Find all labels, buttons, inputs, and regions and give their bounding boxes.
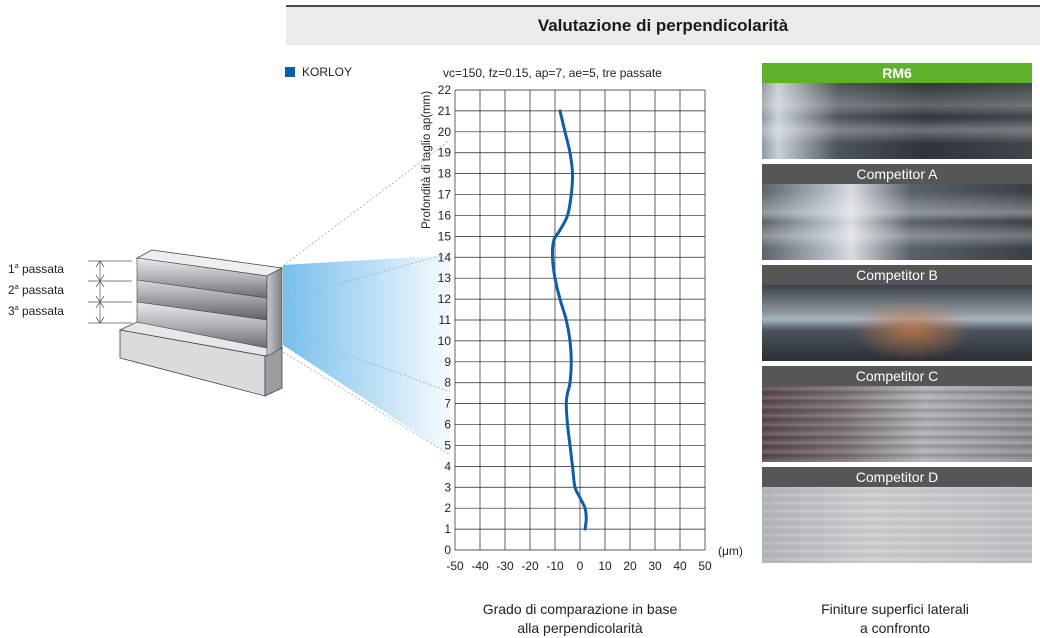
y-tick-label: 10 xyxy=(438,334,452,348)
x-tick-label: 0 xyxy=(577,559,584,573)
workpiece-illustration xyxy=(88,139,451,456)
y-tick-label: 6 xyxy=(444,418,451,432)
x-tick-label: -40 xyxy=(471,559,489,573)
photo-panel-competitor-c: Competitor C xyxy=(762,366,1032,462)
x-tick-label: -30 xyxy=(496,559,514,573)
pass-label-2: 2a passata xyxy=(8,283,64,297)
chart-subtitle: vc=150, fz=0.15, ap=7, ae=5, tre passate xyxy=(443,66,662,80)
y-tick-label: 18 xyxy=(438,167,452,181)
series-line-korloy xyxy=(550,109,588,531)
y-tick-label: 17 xyxy=(438,188,452,202)
panel-header: Competitor B xyxy=(762,265,1032,285)
x-tick-label: 40 xyxy=(673,559,687,573)
photo-panel-competitor-a: Competitor A xyxy=(762,164,1032,260)
y-tick-label: 4 xyxy=(444,459,451,473)
x-tick-label: 20 xyxy=(623,559,637,573)
y-tick-label: 7 xyxy=(444,397,451,411)
workpiece-side xyxy=(266,267,283,357)
panel-header: Competitor C xyxy=(762,366,1032,386)
legend-swatch xyxy=(285,67,295,77)
beam-edge-top xyxy=(279,139,451,269)
chart-legend: KORLOY xyxy=(285,65,352,79)
y-tick-label: 19 xyxy=(438,146,452,160)
y-tick-label: 9 xyxy=(444,355,451,369)
x-tick-label: 30 xyxy=(648,559,662,573)
y-tick-label: 5 xyxy=(444,438,451,452)
pass-label-3: 3a passata xyxy=(8,304,64,318)
x-tick-label: -20 xyxy=(521,559,539,573)
panel-header: Competitor A xyxy=(762,164,1032,184)
photo-panel-competitor-d: Competitor D xyxy=(762,467,1032,563)
photo-panel-rm6: RM6 xyxy=(762,63,1032,159)
photo-panel-competitor-b: Competitor B xyxy=(762,265,1032,361)
surface-photo xyxy=(762,83,1032,159)
surface-photo xyxy=(762,285,1032,361)
x-tick-label: -50 xyxy=(446,559,464,573)
chart-caption: Grado di comparazione in base alla perpe… xyxy=(482,601,678,636)
beam-edge-mid1 xyxy=(279,252,451,301)
y-tick-label: 20 xyxy=(438,125,452,139)
y-tick-label: 1 xyxy=(444,522,451,536)
y-tick-label: 13 xyxy=(438,271,452,285)
panel-header: RM6 xyxy=(762,63,1032,83)
x-tick-label: 10 xyxy=(598,559,612,573)
chart-x-unit: (μm) xyxy=(718,544,743,558)
y-tick-label: 22 xyxy=(438,83,452,97)
y-tick-label: 14 xyxy=(438,250,452,264)
y-tick-label: 11 xyxy=(439,313,452,327)
y-tick-label: 12 xyxy=(438,292,452,306)
surface-photo xyxy=(762,487,1032,563)
y-tick-label: 15 xyxy=(438,229,452,243)
y-tick-label: 8 xyxy=(444,376,451,390)
y-tick-label: 0 xyxy=(444,543,451,557)
beam-edge-bottom xyxy=(279,349,451,456)
photos-caption: Finiture superfici laterali a confronto xyxy=(821,601,969,636)
legend-label: KORLOY xyxy=(302,65,353,79)
x-tick-label: -10 xyxy=(546,559,564,573)
y-tick-label: 21 xyxy=(438,104,452,118)
surface-finish-panels: RM6 Competitor A Competitor B Competitor… xyxy=(762,63,1032,568)
light-beam xyxy=(283,255,450,455)
surface-photo xyxy=(762,386,1032,462)
pass-label-1: 1a passata xyxy=(8,262,64,276)
y-tick-label: 3 xyxy=(444,480,451,494)
y-tick-label: 16 xyxy=(438,208,452,222)
panel-header: Competitor D xyxy=(762,467,1032,487)
page-title: Valutazione di perpendicolarità xyxy=(286,5,1040,45)
y-tick-label: 2 xyxy=(444,501,451,515)
perpendicularity-chart: -50 -40 -30 -20 -10 0 10 20 30 40 5001234567891011… xyxy=(438,83,712,573)
x-tick-label: 50 xyxy=(698,559,712,573)
surface-photo xyxy=(762,184,1032,260)
